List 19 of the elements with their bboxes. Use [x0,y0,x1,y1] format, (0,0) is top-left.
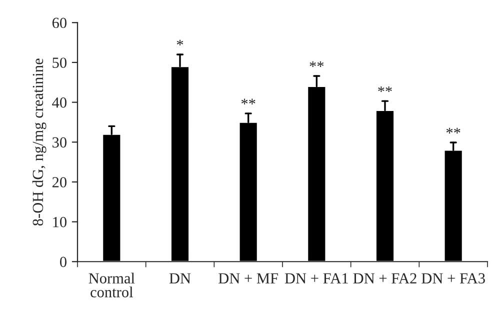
y-tick-label: 60 [52,18,66,28]
annotation: ** [241,98,256,104]
annotation: ** [310,61,324,67]
y-tick-label: 30 [52,137,66,148]
x-tick-label: DN + FA3 [422,273,485,284]
y-axis-title: 8-OH dG, ng/mg creatinine [32,58,46,226]
y-tick-label: 10 [53,216,66,228]
x-tick-label: Normal control [88,272,135,298]
y-tick-label: 0 [60,256,66,268]
x-tick-label: DN [169,273,191,284]
y-tick-label: 50 [52,58,66,68]
y-tick-label: 20 [52,177,66,188]
y-tick-label: 40 [52,97,66,108]
x-tick-label: DN + FA1 [284,273,348,284]
x-tick-label: DN + MF [218,273,278,284]
annotation: ** [378,86,392,92]
x-tick-label: DN + FA2 [353,273,416,284]
annotation: ** [446,128,460,134]
annotation: * [176,40,184,46]
